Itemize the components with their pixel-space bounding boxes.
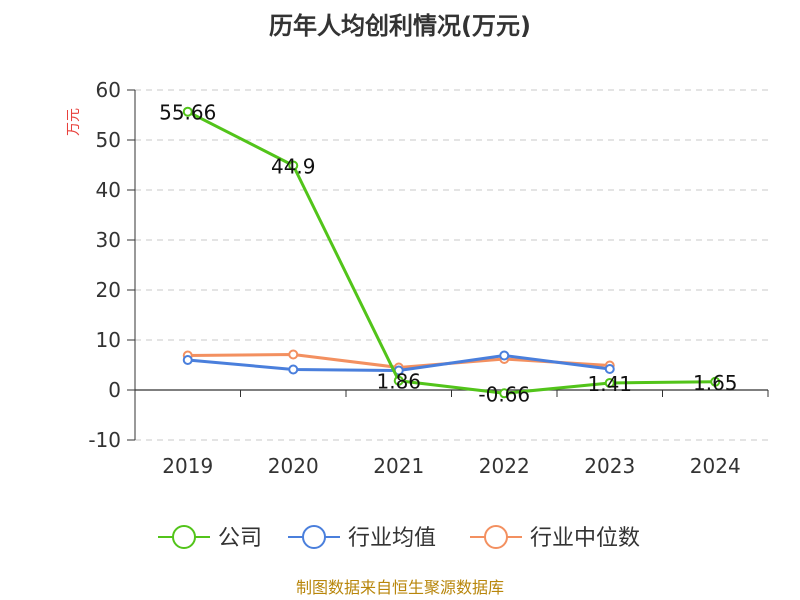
data-point[interactable] (499, 388, 510, 399)
y-tick-label: 20 (96, 278, 121, 302)
data-label: 44.9 (271, 155, 316, 179)
legend-item-2[interactable]: 行业中位数 (470, 525, 640, 551)
data-point[interactable] (604, 377, 615, 388)
data-point[interactable] (182, 106, 193, 117)
legend-label: 行业均值 (348, 526, 436, 551)
x-tick-label: 2023 (584, 454, 635, 478)
x-tick-label: 2021 (373, 454, 424, 478)
data-label: 1.86 (376, 370, 421, 394)
chart-title: 历年人均创利情况(万元) (269, 12, 531, 40)
data-point[interactable] (288, 364, 299, 375)
legend-item-0[interactable]: 公司 (158, 525, 262, 551)
legend-marker (484, 525, 508, 549)
series-lines (182, 106, 721, 399)
x-tick-label: 2024 (690, 454, 741, 478)
data-point[interactable] (710, 376, 721, 387)
series-0 (182, 106, 721, 399)
data-label: 1.65 (693, 371, 738, 395)
y-tick-label: -10 (88, 428, 121, 452)
y-tick-label: 50 (96, 128, 121, 152)
x-tick-label: 2020 (268, 454, 319, 478)
y-tick-label: 0 (108, 378, 121, 402)
data-label: 1.41 (587, 372, 632, 396)
data-point[interactable] (604, 364, 615, 374)
axes: 60 50 40 30 20 10 0 -10 2019 2020 2021 2022 2023 2024 (88, 78, 769, 478)
legend-label: 公司 (218, 526, 262, 551)
data-label: 55.66 (159, 101, 216, 125)
data-point[interactable] (182, 355, 193, 365)
source-note: 制图数据来自恒生聚源数据库 (296, 578, 504, 597)
x-tick-label: 2022 (479, 454, 530, 478)
legend-label: 行业中位数 (530, 526, 640, 551)
series-1 (182, 350, 615, 376)
y-tick-label: 10 (96, 328, 121, 352)
data-point[interactable] (288, 160, 299, 171)
y-tick-label: 30 (96, 228, 121, 252)
legend: 公司 行业均值 行业中位数 (158, 525, 640, 551)
legend-item-1[interactable]: 行业均值 (288, 525, 436, 551)
x-tick-label: 2019 (162, 454, 213, 478)
y-tick-label: 40 (96, 178, 121, 202)
legend-marker (302, 525, 326, 549)
data-label: -0.66 (478, 382, 530, 406)
legend-marker (172, 525, 196, 549)
data-point[interactable] (499, 350, 510, 361)
data-labels: 55.66 44.9 1.86 -0.66 1.41 1.65 (159, 101, 737, 407)
series-line (187, 110, 716, 395)
y-tick-label: 60 (96, 78, 121, 102)
data-point[interactable] (288, 349, 299, 360)
data-point[interactable] (393, 375, 404, 386)
y-axis-label: 万元 (66, 108, 82, 136)
